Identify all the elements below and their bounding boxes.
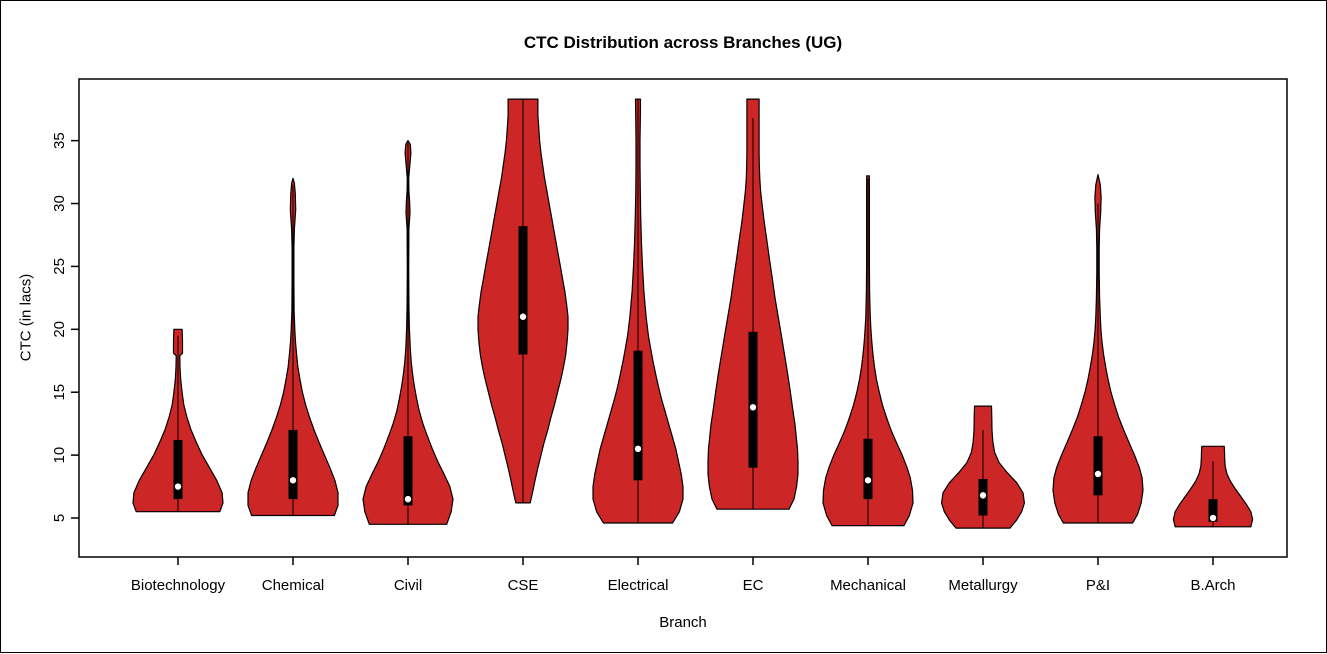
median-dot-ec (749, 403, 757, 412)
x-tick-label-chemical: Chemical (262, 577, 325, 594)
y-tick-label-25: 25 (51, 258, 68, 275)
y-tick-label-35: 35 (51, 132, 68, 149)
x-tick-label-ec: EC (743, 577, 764, 594)
iqr-box-cse (518, 226, 528, 355)
plot-frame (78, 78, 1288, 558)
median-dot-chemical (289, 476, 297, 485)
median-dot-mechanical (864, 476, 872, 485)
x-tick-label-electrical: Electrical (608, 577, 669, 594)
x-tick-label-biotechnology: Biotechnology (131, 577, 226, 594)
chart-title: CTC Distribution across Branches (UG) (523, 33, 843, 52)
iqr-box-biotechnology (173, 440, 183, 500)
median-dot-b-arch (1209, 514, 1217, 522)
y-tick-label-30: 30 (51, 195, 68, 212)
iqr-box-ec (748, 331, 758, 468)
x-tick-label-p-i: P&I (1086, 577, 1110, 594)
iqr-box-p-i (1093, 436, 1103, 496)
y-tick-label-20: 20 (51, 321, 68, 338)
x-tick-label-civil: Civil (394, 577, 422, 594)
median-dot-biotechnology (174, 482, 182, 491)
y-tick-label-10: 10 (51, 447, 68, 464)
median-dot-p-i (1094, 470, 1102, 478)
median-dot-cse (519, 312, 527, 321)
y-tick-label-5: 5 (51, 514, 68, 522)
y-tick-label-15: 15 (51, 384, 68, 401)
median-dot-electrical (634, 445, 642, 453)
iqr-box-civil (403, 436, 413, 506)
x-axis-title: Branch (659, 614, 707, 631)
median-dot-civil (404, 495, 412, 503)
x-tick-label-mechanical: Mechanical (830, 577, 906, 594)
iqr-box-mechanical (863, 438, 873, 500)
iqr-box-b-arch (1208, 499, 1218, 522)
iqr-box-electrical (633, 350, 643, 481)
x-tick-label-cse: CSE (508, 577, 539, 594)
x-tick-label-metallurgy: Metallurgy (948, 577, 1018, 594)
iqr-box-chemical (288, 429, 298, 500)
median-dot-metallurgy (979, 491, 987, 500)
x-tick-label-b-arch: B.Arch (1190, 577, 1235, 594)
